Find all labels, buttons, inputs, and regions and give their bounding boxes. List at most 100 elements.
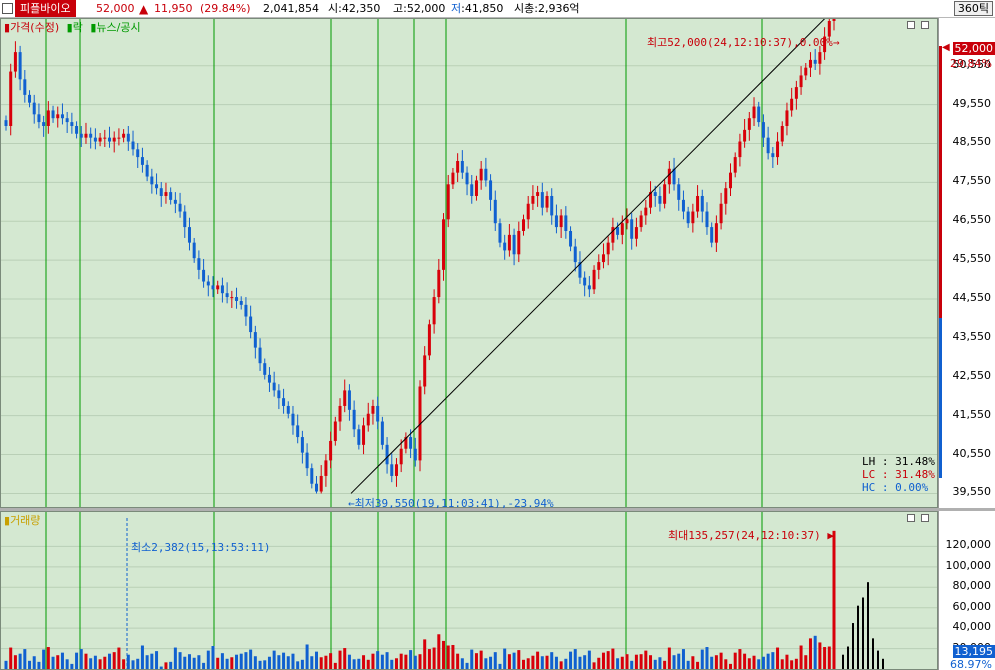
- volume-max-arrow-icon: ▶: [827, 529, 834, 542]
- volume-bar: [738, 649, 742, 669]
- candle-up: [319, 475, 323, 492]
- candle-down: [616, 227, 620, 235]
- close-panel-button[interactable]: [921, 21, 929, 29]
- candle-down: [503, 242, 507, 251]
- volume-bar: [493, 652, 497, 669]
- candle-up: [432, 297, 436, 325]
- candle-down: [554, 215, 558, 228]
- volume-tick-label: 100,000: [945, 558, 992, 572]
- candle-down: [28, 94, 32, 103]
- volume-bar: [752, 655, 756, 669]
- candle-up: [785, 110, 789, 126]
- candle-down: [583, 277, 587, 286]
- candle-up: [714, 223, 718, 243]
- volume-bar: [611, 648, 615, 669]
- volume-bar: [291, 653, 295, 669]
- candle-down: [766, 137, 770, 154]
- candle-up: [794, 87, 798, 99]
- candle-up: [164, 192, 168, 196]
- volume-bar: [390, 659, 394, 669]
- minimize-panel-button[interactable]: [907, 514, 915, 522]
- current-price-marker-icon: ◀: [942, 42, 950, 53]
- market-cap: 시총:2,936억: [514, 2, 580, 15]
- volume-bar: [804, 655, 808, 669]
- select-checkbox[interactable]: [2, 3, 13, 14]
- volume-bar: [272, 650, 276, 669]
- volume-bar: [474, 653, 478, 669]
- volume-bar: [202, 662, 206, 669]
- current-price-label: 52,000: [952, 42, 995, 55]
- volume-bar: [700, 649, 704, 669]
- candle-down: [484, 168, 488, 181]
- volume-bar: [122, 659, 126, 669]
- volume-chart-panel[interactable]: ▮거래량 최대135,257(24,12:10:37) ▶ 최소2,382(15…: [0, 511, 938, 670]
- candle-down: [140, 157, 144, 165]
- volume-bar: [540, 656, 544, 669]
- candle-up: [442, 219, 446, 270]
- candle-up: [507, 234, 511, 251]
- volume-bar: [300, 659, 304, 669]
- candle-down: [385, 444, 389, 465]
- volume-bar: [733, 652, 737, 669]
- candle-down: [573, 246, 577, 263]
- volume-bar: [427, 649, 431, 669]
- candle-up: [517, 230, 521, 255]
- volume-bar: [785, 654, 789, 669]
- volume-tick-label: 80,000: [952, 579, 992, 593]
- volume-bar: [329, 653, 333, 669]
- volume-bar: [498, 663, 502, 669]
- candle-down: [192, 242, 196, 259]
- volume-bar: [559, 661, 563, 669]
- minimize-panel-button[interactable]: [907, 21, 915, 29]
- candle-down: [489, 180, 493, 200]
- volume-bar: [432, 647, 436, 669]
- volume-bar: [18, 653, 22, 669]
- volume-bar: [413, 655, 417, 669]
- candle-up: [743, 129, 747, 142]
- close-panel-button[interactable]: [921, 514, 929, 522]
- candle-down: [51, 110, 55, 119]
- panel-divider[interactable]: [0, 508, 995, 511]
- volume-bar: [103, 656, 107, 669]
- limit-hc: HC : 0.00%: [862, 481, 929, 494]
- trend-line[interactable]: [350, 19, 834, 494]
- volume-bar: [714, 655, 718, 669]
- volume-legend: ▮거래량: [4, 514, 40, 528]
- candle-up: [752, 106, 756, 119]
- legend-lock[interactable]: 락: [72, 21, 83, 34]
- candle-down: [235, 297, 239, 301]
- legend-volume-series[interactable]: 거래량: [10, 514, 41, 527]
- legend-price-series[interactable]: 가격(수정): [10, 21, 60, 34]
- candle-up: [404, 437, 408, 449]
- volume-bar: [573, 649, 577, 669]
- volume-bar: [173, 647, 177, 669]
- volume-bar: [23, 649, 27, 669]
- candle-down: [310, 468, 314, 484]
- volume-bar: [98, 659, 102, 669]
- candle-up: [823, 36, 827, 53]
- candle-up: [559, 215, 563, 228]
- volume-bar: [536, 651, 540, 669]
- volume-bar: [399, 653, 403, 669]
- volume-bar: [776, 647, 780, 669]
- candle-down: [65, 118, 69, 123]
- volume-bar: [446, 645, 450, 669]
- volume-bar: [554, 656, 558, 669]
- volume-bar: [343, 648, 347, 669]
- volume-bar: [394, 658, 398, 669]
- current-volume-pct: 68.97%: [950, 658, 992, 670]
- candle-down: [761, 122, 765, 138]
- volume-bar-projected: [847, 646, 849, 669]
- candle-up: [804, 67, 808, 76]
- volume-bar: [630, 660, 634, 669]
- volume-bar: [42, 649, 46, 669]
- candle-up: [394, 464, 398, 476]
- legend-news[interactable]: 뉴스/공시: [96, 21, 141, 34]
- candle-up: [639, 215, 643, 228]
- stock-name[interactable]: 피플바이오: [15, 0, 76, 17]
- volume-bar: [93, 655, 97, 669]
- price-axis[interactable]: 39,550 40,550 41,550 42,550 43,550 44,550 45,5…: [938, 18, 995, 508]
- timeframe-selector[interactable]: 360틱: [953, 1, 993, 16]
- price-chart-panel[interactable]: ▮가격(수정) ▮락 ▮뉴스/공시 최고52,000(24,12:10:37),…: [0, 18, 938, 510]
